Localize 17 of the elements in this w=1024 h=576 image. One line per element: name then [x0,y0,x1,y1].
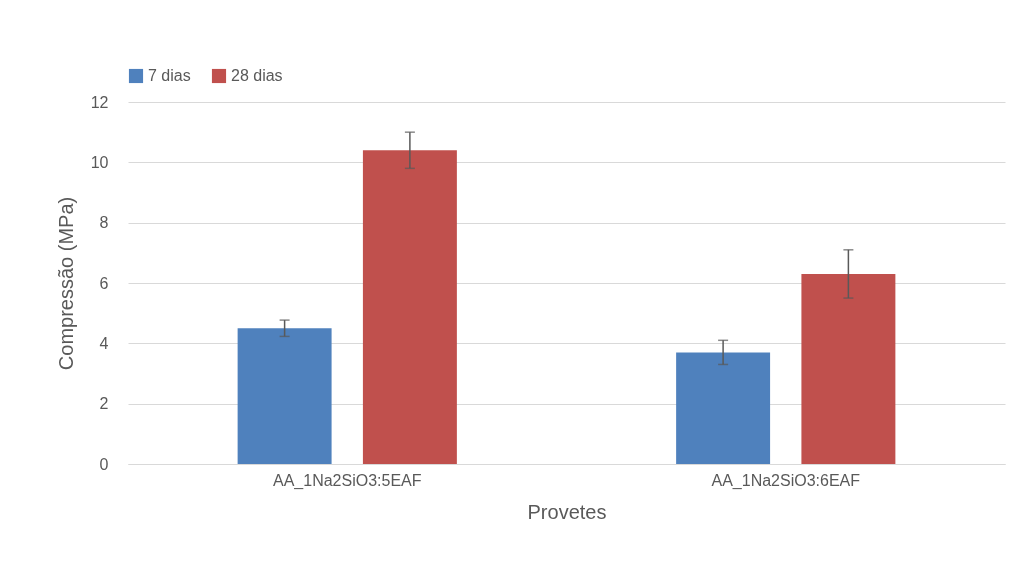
x-tick-label: AA_1Na2SiO3:5EAF [272,471,422,490]
legend-label: 28 dias [231,67,283,84]
x-tick-label: AA_1Na2SiO3:6EAF [711,471,861,490]
x-axis-title: Provetes [527,500,607,523]
y-tick-label: 8 [99,214,109,232]
bar [676,352,771,464]
y-axis-title: Compressão (MPa) [54,196,77,371]
y-tick-label: 2 [99,395,109,413]
y-tick-label: 10 [90,153,109,171]
legend-label: 7 dias [148,67,191,84]
bar [801,273,896,464]
bar [237,328,332,464]
y-tick-label: 12 [90,93,109,111]
bar [362,150,457,464]
y-tick-label: 4 [99,334,109,352]
y-tick-label: 0 [99,455,109,473]
y-tick-label: 6 [99,274,109,292]
